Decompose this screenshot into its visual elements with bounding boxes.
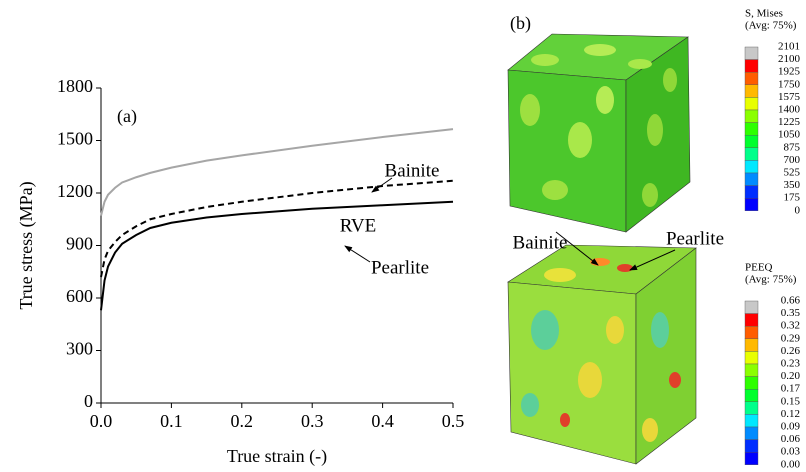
colorbar-label: 525 [784, 167, 801, 179]
colorbar-title: PEEQ [745, 262, 773, 274]
colorbar-label: 0.29 [781, 332, 801, 344]
colorbar-cell [745, 173, 758, 186]
colorbar-label: 0.15 [781, 395, 801, 407]
colorbar-cell [745, 135, 758, 148]
y-tick-label: 1800 [57, 76, 93, 96]
colorbar-label: 1750 [778, 78, 801, 90]
colorbar-label: 0.06 [781, 433, 801, 445]
colorbar-cell [745, 85, 758, 98]
x-tick-label: 0.0 [90, 411, 113, 431]
colorbar-label: 1225 [778, 116, 801, 128]
colorbar-title: S, Mises [745, 8, 783, 20]
colorbar-cell [745, 377, 758, 390]
y-tick-label: 300 [66, 339, 93, 359]
colorbar-cell [745, 427, 758, 440]
colorbar-cell [745, 402, 758, 415]
mises-cube [508, 34, 690, 232]
colorbar-label: 1925 [778, 66, 801, 78]
colorbar-label: 1050 [778, 129, 801, 141]
x-axis-label: True strain (-) [227, 446, 327, 467]
colorbar-label: 700 [784, 154, 801, 166]
colorbar-cell [745, 301, 758, 314]
colorbar-cell [745, 123, 758, 136]
colorbar-cell [745, 452, 758, 465]
colorbar-label: 0.20 [781, 370, 801, 382]
colorbar-cell [745, 60, 758, 73]
colorbar-label: 0.23 [781, 358, 801, 370]
annotation: Bainite [513, 232, 568, 253]
colorbar-label: 0.32 [781, 320, 800, 332]
x-tick-label: 0.1 [160, 411, 183, 431]
y-tick-label: 600 [66, 286, 93, 306]
colorbar-label: 2101 [778, 41, 800, 53]
colorbar-label: 0.03 [781, 446, 801, 458]
label-arrow [345, 246, 370, 262]
y-tick-label: 1200 [57, 181, 93, 201]
peeq-cube [508, 245, 696, 464]
colorbar-cell [745, 364, 758, 377]
x-tick-label: 0.5 [442, 411, 465, 431]
y-tick-label: 900 [66, 234, 93, 254]
colorbar-label: 175 [784, 192, 801, 204]
colorbar-cell [745, 110, 758, 123]
colorbar-cell [745, 198, 758, 211]
x-tick-label: 0.4 [371, 411, 394, 431]
colorbar-title: (Avg: 75%) [745, 20, 797, 32]
y-tick-label: 1500 [57, 129, 93, 149]
colorbar-cell [745, 160, 758, 173]
series-label: RVE [340, 215, 376, 236]
colorbar-label: 1400 [778, 104, 801, 116]
y-tick-label: 0 [84, 391, 93, 411]
colorbar-cell [745, 351, 758, 364]
panel-label: (a) [117, 106, 137, 127]
colorbar-label: 1575 [778, 91, 801, 103]
colorbar-cell [745, 389, 758, 402]
figure: 0.0 0.1 0.2 0.3 0.4 0.5 0 300 600 900 1200 1500 1800… [0, 0, 806, 472]
colorbar-label: 350 [784, 179, 801, 191]
colorbar-label: 0 [795, 204, 801, 216]
x-tick-label: 0.3 [301, 411, 324, 431]
colorbar-label: 0.26 [781, 345, 801, 357]
colorbar-cell [745, 148, 758, 161]
x-tick-label: 0.2 [231, 411, 254, 431]
panel-label: (b) [510, 13, 531, 34]
colorbar-cell [745, 72, 758, 85]
colorbar-cell [745, 440, 758, 453]
y-axis-label: True stress (MPa) [16, 181, 37, 309]
colorbar-cell [745, 186, 758, 199]
colorbar-label: 0.00 [781, 458, 801, 470]
colorbar-label: 0.35 [781, 307, 801, 319]
colorbar-label: 0.12 [781, 408, 800, 420]
colorbar-cell [745, 326, 758, 339]
series-label: Pearlite [371, 257, 429, 278]
colorbar-cell [745, 314, 758, 327]
colorbar-label: 0.09 [781, 421, 801, 433]
colorbar-label: 875 [784, 141, 801, 153]
colorbar-cell [745, 47, 758, 60]
colorbar-cell [745, 97, 758, 110]
colorbar-label: 2100 [778, 53, 801, 65]
series-label: Bainite [385, 160, 440, 181]
annotation: Pearlite [666, 228, 724, 249]
colorbar-label: 0.66 [781, 295, 801, 307]
colorbar-cell [745, 339, 758, 352]
colorbar-cell [745, 414, 758, 427]
colorbar-title: (Avg: 75%) [745, 274, 797, 286]
colorbar-label: 0.17 [781, 383, 801, 395]
